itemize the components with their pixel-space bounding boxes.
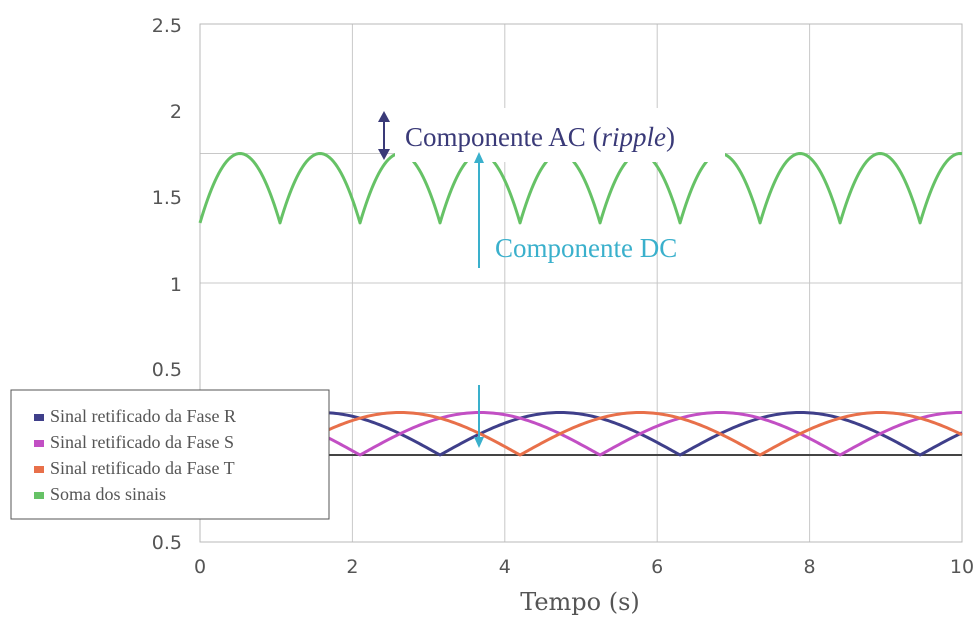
y-tick-label: 2 xyxy=(170,101,182,123)
annotation-mask xyxy=(395,108,725,162)
legend-entry-label: Sinal retificado da Fase R xyxy=(50,406,236,426)
legend-entry-label: Soma dos sinais xyxy=(50,484,166,504)
y-tick-label: 0.5 xyxy=(152,359,182,381)
x-tick-label: 0 xyxy=(194,556,206,578)
legend-entry-label: Sinal retificado da Fase S xyxy=(50,432,234,452)
series-layer xyxy=(198,108,963,457)
legend-swatch xyxy=(34,492,44,499)
legend-swatch xyxy=(34,466,44,473)
y-tick-label: 1 xyxy=(170,274,182,296)
dc-annotation: Componente DC xyxy=(495,233,677,263)
x-tick-label: 6 xyxy=(651,556,663,578)
ac-annotation-suffix: ) xyxy=(666,122,675,152)
dc-arrow xyxy=(474,152,484,448)
tick-labels: 0 2 4 6 8 10 0.5 0.5 1 1.5 2 2.5 xyxy=(152,15,974,578)
dc-arrow-lower-head xyxy=(474,437,484,448)
x-tick-label: 2 xyxy=(346,556,358,578)
ac-arrow-head-down xyxy=(378,149,390,160)
x-tick-label: 8 xyxy=(804,556,816,578)
x-axis-label: Tempo (s) xyxy=(520,588,640,616)
dc-arrow-upper-head xyxy=(474,152,484,163)
legend-entry-label: Sinal retificado da Fase T xyxy=(50,458,235,478)
y-tick-label: 1.5 xyxy=(152,187,182,209)
y-tick-label: 2.5 xyxy=(152,15,182,37)
ac-annotation-italic: ripple xyxy=(602,122,667,152)
ac-arrow-head-up xyxy=(378,111,390,122)
legend-swatch xyxy=(34,414,44,421)
series-line-4 xyxy=(198,152,963,225)
ac-annotation-prefix: Componente AC ( xyxy=(405,122,602,152)
legend-box xyxy=(10,389,330,520)
ac-annotation: Componente AC (ripple) xyxy=(405,122,675,152)
legend-swatch xyxy=(34,440,44,447)
plot-frame xyxy=(199,23,963,543)
ac-arrow xyxy=(378,111,390,160)
legend: Sinal retificado da Fase R Sinal retifica… xyxy=(10,389,330,520)
y-tick-label: 0.5 xyxy=(152,532,182,554)
annotations: Componente AC (ripple) Componente DC xyxy=(378,111,677,448)
x-tick-label: 10 xyxy=(950,556,974,578)
x-tick-label: 4 xyxy=(499,556,511,578)
